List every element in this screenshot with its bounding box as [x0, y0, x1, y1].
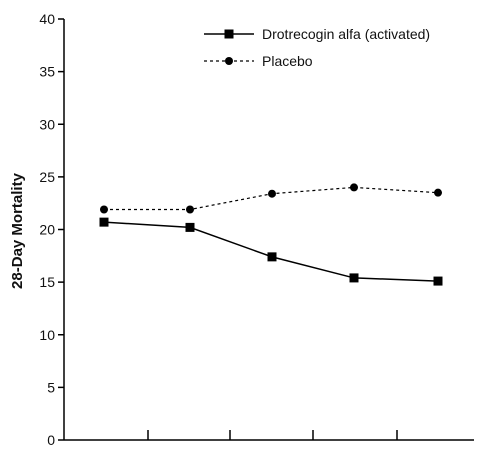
y-tick-label: 20 [39, 222, 55, 238]
legend: Drotrecogin alfa (activated) Placebo [204, 26, 430, 69]
data-point-square [267, 252, 277, 262]
data-point-square [99, 217, 109, 227]
data-point-circle [186, 205, 194, 214]
y-tick-label: 10 [39, 327, 55, 343]
y-tick-label: 35 [39, 64, 55, 80]
y-tick-labels: 0 5 10 15 20 25 30 35 40 [39, 11, 55, 448]
axes [58, 18, 474, 441]
y-tick-label: 30 [39, 116, 55, 132]
legend-item-1: Drotrecogin alfa (activated) [204, 26, 430, 42]
legend-marker-circle [225, 57, 233, 65]
series-layer [99, 183, 443, 286]
data-point-square [433, 276, 443, 286]
data-point-circle [350, 183, 358, 192]
series-1 [99, 217, 443, 286]
legend-label: Drotrecogin alfa (activated) [262, 26, 430, 42]
legend-marker-square [224, 29, 234, 39]
data-point-circle [100, 205, 108, 214]
y-tick-label: 0 [47, 432, 55, 448]
y-tick-label: 25 [39, 169, 55, 185]
data-point-circle [434, 188, 442, 197]
data-point-square [349, 273, 359, 283]
y-axis-title: 28-Day Mortality [9, 172, 26, 289]
y-tick-label: 15 [39, 274, 55, 290]
series-2 [100, 183, 442, 214]
data-point-square [185, 222, 195, 232]
y-tick-label: 5 [47, 379, 55, 395]
legend-item-2: Placebo [204, 53, 313, 69]
series-line [103, 221, 439, 282]
y-tick-label: 40 [39, 11, 55, 27]
data-point-circle [268, 189, 276, 198]
legend-label: Placebo [262, 53, 313, 69]
